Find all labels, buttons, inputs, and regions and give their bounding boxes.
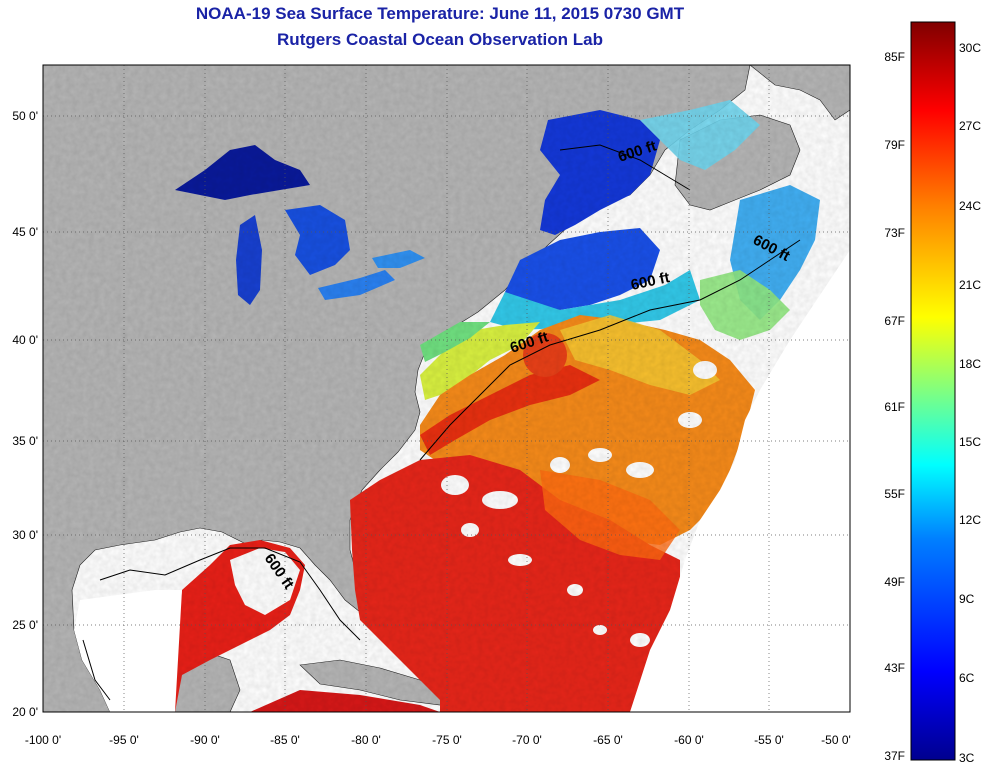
lat-label: 40 0' — [12, 333, 38, 347]
lat-label: 25 0' — [12, 618, 38, 632]
swath-west-no-data — [74, 590, 182, 712]
map-title: NOAA-19 Sea Surface Temperature: June 11… — [195, 4, 685, 23]
colorbar-c-label: 3C — [959, 751, 975, 765]
map-subtitle: Rutgers Coastal Ocean Observation Lab — [277, 30, 603, 49]
colorbar-f-label: 79F — [884, 138, 905, 152]
colorbar-f-label: 67F — [884, 314, 905, 328]
lat-label: 20 0' — [12, 705, 38, 719]
lon-label: -55 0' — [754, 733, 784, 747]
lon-label: -90 0' — [190, 733, 220, 747]
colorbar-fahrenheit-labels: 85F 79F 73F 67F 61F 55F 49F 43F 37F — [884, 50, 905, 763]
colorbar-c-label: 21C — [959, 278, 981, 292]
colorbar-f-label: 55F — [884, 487, 905, 501]
colorbar-f-label: 61F — [884, 400, 905, 414]
colorbar-c-label: 15C — [959, 435, 981, 449]
longitude-labels: -100 0' -95 0' -90 0' -85 0' -80 0' -75 … — [25, 733, 851, 747]
lon-label: -85 0' — [270, 733, 300, 747]
lat-label: 35 0' — [12, 434, 38, 448]
latitude-labels: 50 0' 45 0' 40 0' 35 0' 30 0' 25 0' 20 0… — [12, 109, 38, 719]
colorbar-c-label: 9C — [959, 592, 975, 606]
lon-label: -70 0' — [512, 733, 542, 747]
lon-label: -75 0' — [432, 733, 462, 747]
colorbar-celsius-labels: 30C 27C 24C 21C 18C 15C 12C 9C 6C 3C — [959, 41, 981, 765]
colorbar-f-label: 49F — [884, 575, 905, 589]
colorbar-c-label: 12C — [959, 513, 981, 527]
colorbar-c-label: 30C — [959, 41, 981, 55]
lat-label: 30 0' — [12, 528, 38, 542]
colorbar-f-label: 73F — [884, 226, 905, 240]
colorbar-f-label: 43F — [884, 661, 905, 675]
map-content — [43, 65, 850, 712]
lon-label: -95 0' — [109, 733, 139, 747]
colorbar-f-label: 37F — [884, 749, 905, 763]
isobath-lines — [82, 144, 801, 701]
lat-label: 50 0' — [12, 109, 38, 123]
colorbar — [910, 21, 956, 761]
colorbar-c-label: 18C — [959, 357, 981, 371]
lat-label: 45 0' — [12, 225, 38, 239]
colorbar-c-label: 6C — [959, 671, 975, 685]
lon-label: -60 0' — [674, 733, 704, 747]
colorbar-c-label: 27C — [959, 119, 981, 133]
lon-label: -80 0' — [351, 733, 381, 747]
lon-label: -100 0' — [25, 733, 61, 747]
lon-label: -65 0' — [593, 733, 623, 747]
map-grid — [43, 65, 850, 712]
colorbar-c-label: 24C — [959, 199, 981, 213]
swath-edge-no-data — [630, 250, 850, 712]
colorbar-f-label: 85F — [884, 50, 905, 64]
lon-label: -50 0' — [821, 733, 851, 747]
map-border — [42, 64, 851, 713]
